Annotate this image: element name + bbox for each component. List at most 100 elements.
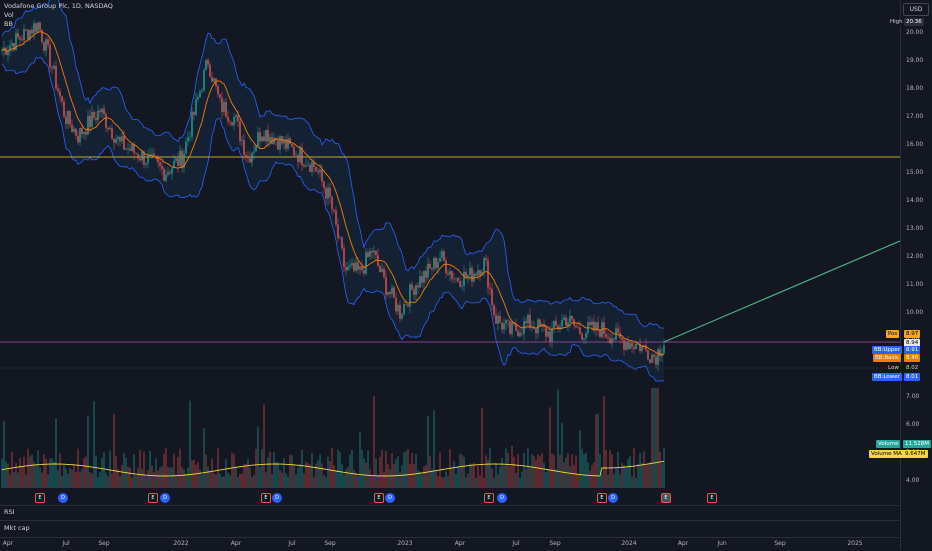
volume-bar [317, 460, 319, 488]
candle-body [593, 321, 595, 331]
mktcap-pane-label[interactable]: Mkt cap [4, 524, 30, 532]
time-axis-label: 2025 [847, 540, 863, 547]
candle-body [433, 257, 435, 270]
candle-body [241, 140, 243, 141]
candle-body [563, 317, 565, 320]
volume-bar [433, 410, 435, 488]
volume-bar [249, 467, 251, 488]
time-axis[interactable] [0, 537, 900, 551]
dividend-event-icon[interactable]: D [497, 493, 507, 503]
volume-bar [555, 469, 557, 488]
pos-value: 8.97 [904, 330, 921, 338]
candle-body [233, 117, 235, 126]
dividend-event-icon[interactable]: D [608, 493, 618, 503]
candle-body [361, 266, 363, 271]
pane-divider[interactable] [0, 505, 900, 506]
chart-pane[interactable]: Vodafone Group Plc, 1D, NASDAQ Vol BB RS… [0, 0, 901, 532]
earnings-event-icon[interactable]: E [484, 493, 494, 503]
volume-bar [379, 456, 381, 488]
candle-body [267, 130, 269, 142]
bollinger-indicator-label[interactable]: BB [4, 20, 13, 28]
earnings-event-icon[interactable]: E [707, 493, 717, 503]
candle-body [383, 268, 385, 278]
candle-body [125, 148, 127, 150]
dividend-event-icon[interactable]: D [58, 493, 68, 503]
volume-bar [533, 455, 535, 488]
volume-bar [423, 466, 425, 488]
candle-body [123, 136, 125, 150]
volume-bar [161, 466, 163, 488]
volume-bar [415, 453, 417, 488]
volume-bar [621, 462, 623, 488]
candle-body [479, 270, 481, 276]
candle-body [589, 322, 591, 326]
candle-body [93, 112, 95, 118]
candle-body [247, 156, 249, 159]
volume-bar [493, 477, 495, 488]
candle-body [557, 325, 559, 329]
rsi-pane-label[interactable]: RSI [4, 508, 15, 516]
candle-body [291, 143, 293, 147]
candle-body [481, 271, 483, 276]
candle-body [525, 321, 527, 324]
volume-bar [17, 472, 19, 488]
candle-body [327, 187, 329, 199]
volume-bar [255, 448, 257, 488]
volume-bar [259, 467, 261, 488]
candle-body [129, 148, 131, 151]
candle-body [373, 250, 375, 253]
dividend-event-icon[interactable]: D [272, 493, 282, 503]
earnings-event-icon[interactable]: E [261, 493, 271, 503]
volume-bar [431, 469, 433, 488]
earnings-event-icon[interactable]: E [35, 493, 45, 503]
candle-body [359, 266, 361, 270]
volume-bar [469, 463, 471, 488]
volume-bar [69, 468, 71, 488]
price-chart[interactable] [0, 0, 901, 505]
volume-bar [475, 477, 477, 488]
low-value: 8.02 [904, 364, 921, 372]
candle-body [221, 97, 223, 112]
volume-indicator-label[interactable]: Vol [4, 11, 14, 19]
candle-body [647, 350, 649, 360]
volume-bar [563, 462, 565, 488]
volume-bar [453, 460, 455, 488]
candle-body [461, 285, 463, 287]
dividend-event-icon[interactable]: D [160, 493, 170, 503]
currency-button[interactable]: USD [903, 3, 929, 16]
symbol-title[interactable]: Vodafone Group Plc, 1D, NASDAQ [4, 2, 113, 10]
candle-body [503, 323, 505, 330]
candle-body [477, 270, 479, 276]
volume-bar [217, 448, 219, 488]
candle-body [43, 42, 45, 51]
price-tick-label: 10.00 [906, 309, 924, 316]
volume-bar [463, 456, 465, 488]
candle-body [457, 278, 459, 282]
volume-bar [585, 452, 587, 488]
volume-bar [45, 458, 47, 488]
volume-bar [13, 471, 15, 488]
earnings-event-icon[interactable]: E [597, 493, 607, 503]
price-tick-label: 20.00 [906, 29, 924, 36]
volume-bar [455, 474, 457, 488]
earnings-event-icon[interactable]: E [374, 493, 384, 503]
candle-body [179, 150, 181, 166]
candle-body [435, 257, 437, 268]
volume-bar [289, 454, 291, 488]
dividend-event-icon[interactable]: D [385, 493, 395, 503]
earnings-event-icon[interactable]: E [661, 493, 671, 503]
volume-bar [525, 469, 527, 488]
earnings-event-icon[interactable]: E [148, 493, 158, 503]
volume-bar [419, 471, 421, 488]
volume-bar [53, 461, 55, 488]
price-axis[interactable] [900, 0, 932, 550]
volume-bar [61, 476, 63, 488]
candle-body [307, 165, 309, 166]
volume-bar [543, 462, 545, 488]
pane-divider[interactable] [0, 520, 900, 521]
volume-bar [39, 467, 41, 488]
candle-body [213, 78, 215, 82]
candle-body [293, 146, 295, 156]
candle-body [175, 158, 177, 161]
candle-body [409, 284, 411, 307]
